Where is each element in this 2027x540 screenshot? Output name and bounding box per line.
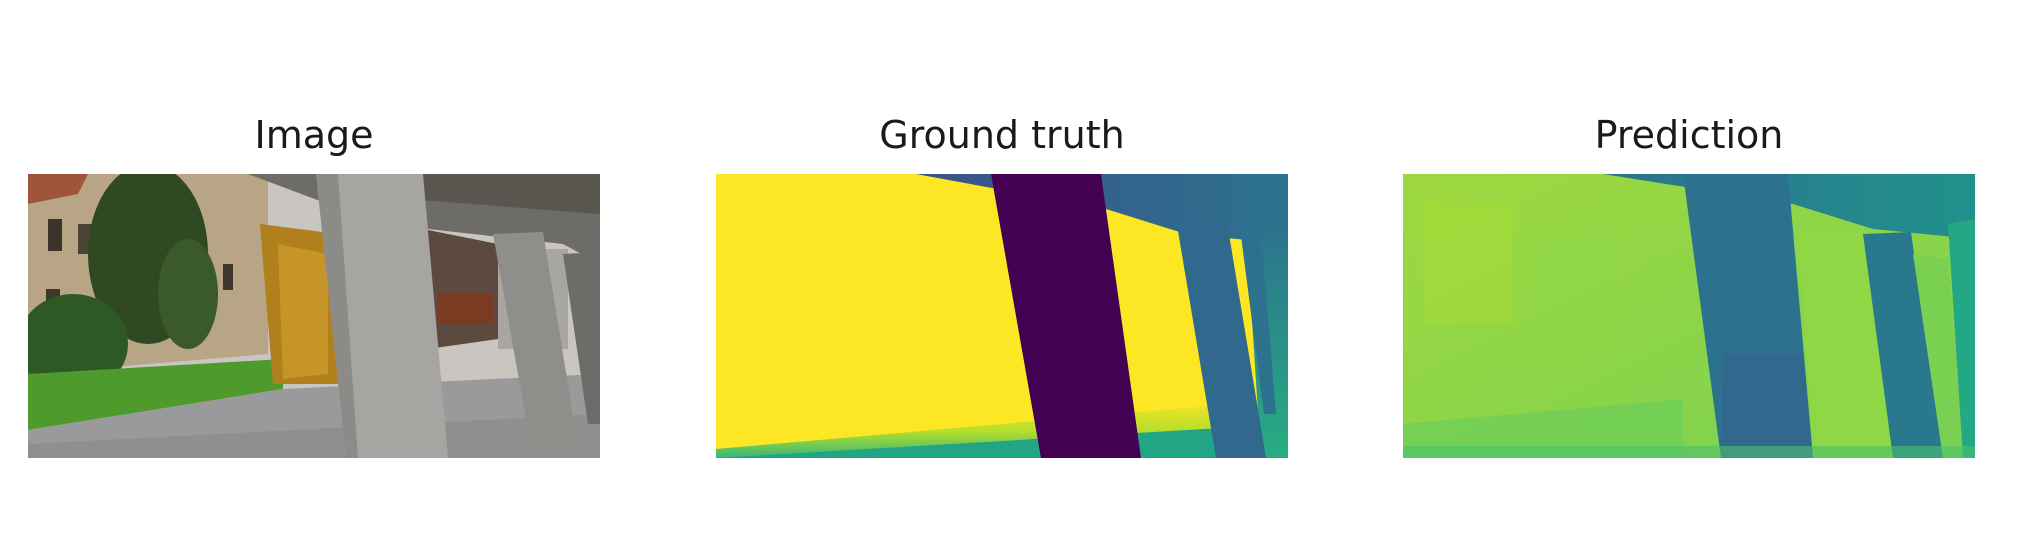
ground-truth-panel: Ground truth (716, 0, 1288, 540)
image-panel: Image (28, 0, 600, 540)
prediction-title: Prediction (1594, 113, 1784, 157)
prediction-panel: Prediction (1403, 0, 1975, 540)
prediction-depth-map (1403, 174, 1975, 458)
input-photo (28, 174, 600, 458)
ground-truth-title: Ground truth (879, 113, 1125, 157)
image-title: Image (254, 113, 374, 157)
ground-truth-depth-map (716, 174, 1288, 458)
